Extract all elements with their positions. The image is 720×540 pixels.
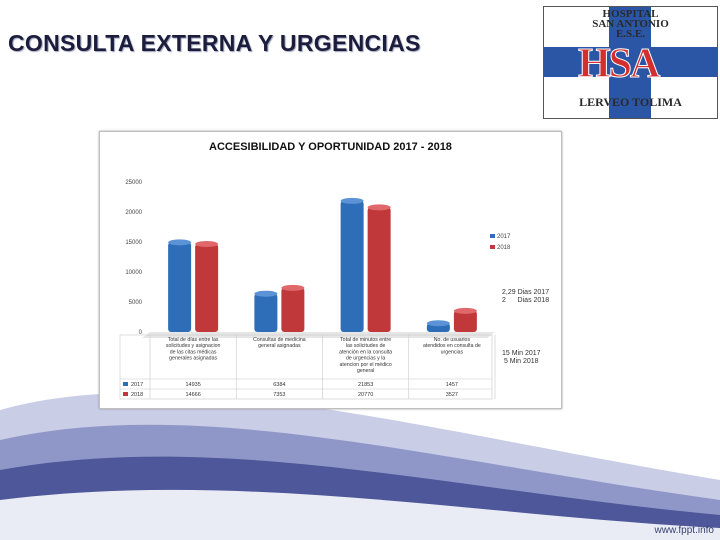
logo-initials: HSA bbox=[577, 41, 660, 88]
bar-top-2017-3 bbox=[426, 320, 450, 327]
data-table-border bbox=[119, 334, 493, 400]
hospital-logo: HOSPITAL SAN ANTONIO E.S.E. HSA LERVEO T… bbox=[543, 6, 718, 119]
legend-label-2017: 2017 bbox=[497, 234, 511, 240]
bar-top-2017-2 bbox=[340, 197, 364, 204]
y-tick-label: 10000 bbox=[125, 270, 142, 276]
table-cell-value: 3527 bbox=[446, 392, 458, 398]
table-cell-value: 1457 bbox=[446, 382, 458, 388]
table-cell-value: 6384 bbox=[273, 382, 285, 388]
x-category-label: No. de usuarios atendidos en consulta de u… bbox=[423, 337, 481, 355]
chart-panel: ACCESIBILIDAD Y OPORTUNIDAD 2017 - 2018 … bbox=[99, 131, 562, 409]
table-cell-value: 14666 bbox=[185, 392, 200, 398]
table-cell-value: 7353 bbox=[273, 392, 285, 398]
table-row-label-2018: 2018 bbox=[131, 392, 143, 398]
logo-text-line-2: SAN ANTONIO bbox=[592, 18, 669, 30]
chart-title: ACCESIBILIDAD Y OPORTUNIDAD 2017 - 2018 bbox=[209, 141, 452, 153]
y-tick-label: 5000 bbox=[129, 300, 143, 306]
bar-top-2017-0 bbox=[168, 239, 192, 246]
bar-top-2017-1 bbox=[254, 290, 278, 297]
legend-swatch-2017 bbox=[490, 234, 495, 238]
note-minutes: 15 Min 2017 5 Min 2018 bbox=[502, 350, 541, 365]
bar-2017-2 bbox=[340, 200, 364, 332]
table-cell-value: 21853 bbox=[358, 382, 373, 388]
bar-top-2018-0 bbox=[195, 241, 219, 248]
logo-cross-icon bbox=[544, 7, 717, 118]
footer-url: www.fppt.info bbox=[654, 525, 714, 536]
bar-2018-1 bbox=[281, 287, 305, 332]
bar-2018-2 bbox=[367, 207, 391, 332]
legend-label-2018: 2018 bbox=[497, 245, 511, 251]
y-tick-label: 15000 bbox=[125, 240, 142, 246]
x-category-label: Consultas de medicina general asignadas bbox=[253, 337, 306, 349]
bar-chart: 0 5000 10000 15000 20000 25000 2017 2018 Total d… bbox=[119, 180, 511, 400]
note-days: 2,29 Dias 2017 2 Dias 2018 bbox=[502, 289, 550, 304]
legend-swatch-2018 bbox=[490, 245, 495, 249]
table-row-label-2017: 2017 bbox=[131, 382, 143, 388]
y-tick-label: 0 bbox=[139, 330, 143, 336]
table-row-swatch-2018 bbox=[123, 392, 128, 396]
bar-2017-1 bbox=[254, 293, 278, 332]
bar-2017-0 bbox=[168, 242, 192, 332]
table-row-swatch-2017 bbox=[123, 382, 128, 386]
bar-2018-3 bbox=[453, 310, 477, 332]
table-cell-value: 14935 bbox=[185, 382, 200, 388]
bar-top-2018-2 bbox=[367, 204, 391, 211]
y-tick-label: 25000 bbox=[125, 180, 142, 186]
bar-top-2018-3 bbox=[453, 307, 477, 314]
y-tick-label: 20000 bbox=[125, 210, 142, 216]
table-cell-value: 20770 bbox=[358, 392, 373, 398]
x-category-label: Total de días entre las solicitudes y asi… bbox=[166, 337, 221, 362]
x-category-label: Total de minutos entre las solicitudes de… bbox=[339, 337, 392, 374]
logo-text-bottom: LERVEO TOLIMA bbox=[579, 95, 682, 109]
logo-text-line-1: HOSPITAL bbox=[602, 8, 659, 20]
logo-text-line-3: E.S.E. bbox=[615, 28, 646, 40]
slide-title: CONSULTA EXTERNA Y URGENCIAS bbox=[8, 30, 421, 56]
bar-top-2018-1 bbox=[281, 284, 305, 291]
bar-2018-0 bbox=[195, 244, 219, 332]
